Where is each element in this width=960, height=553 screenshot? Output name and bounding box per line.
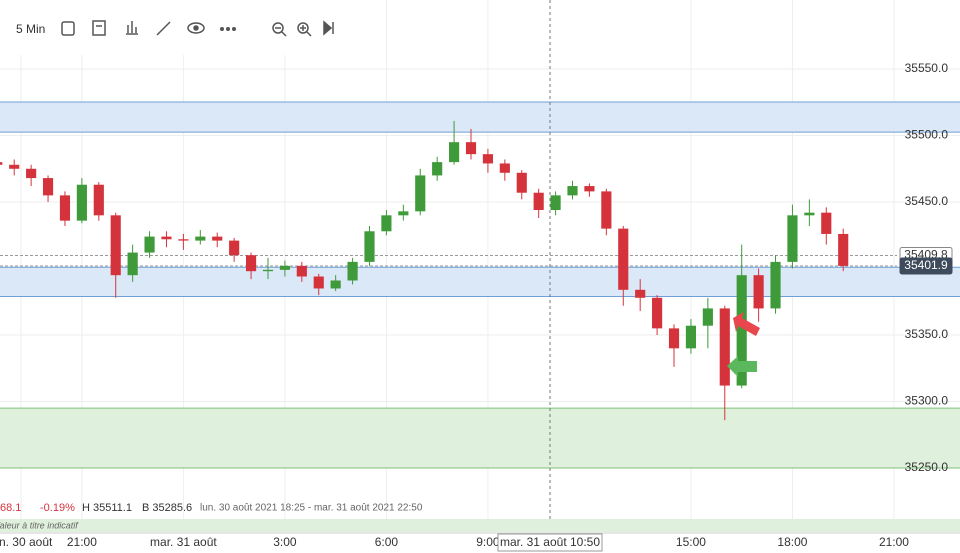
red-arrow [733,312,760,336]
candle-body [398,211,409,216]
candle-body [245,255,257,272]
candle-body [770,261,781,309]
crosshair-box [497,533,603,552]
more-icon[interactable] [220,27,236,31]
change-pct: -0.19% [40,502,75,514]
candle-body [313,276,324,289]
y-tick-label: 35450.0 [905,194,949,208]
candle-body [229,240,240,256]
candle-body [516,172,527,193]
candle-body [42,178,54,196]
x-tick-label: mar. 31 août [150,535,217,549]
candle-body [381,215,392,232]
candle-body [821,212,832,234]
candle-body [533,192,544,211]
candle-body [262,269,274,272]
low: B 35285.6 [142,502,192,514]
disclaimer: Valeur à titre indicatif [0,520,79,530]
zone [0,267,960,297]
zone [0,102,960,133]
candle-body [652,297,663,329]
candle-body [499,163,510,173]
x-tick-label: lun. 30 août [0,535,53,549]
candle-body [465,142,477,155]
crosshair-label: mar. 31 août 10:50 [500,535,600,549]
candle-body [212,236,223,241]
candle-body [279,265,290,270]
candle-body [449,142,460,163]
candle-body [432,162,443,176]
change: 68.1 [0,502,21,514]
price-label: 35401.9 [904,258,948,272]
interval[interactable]: 5 Min [16,22,45,36]
candle-body [567,186,578,196]
green-arrow [727,356,757,377]
candle-body [838,233,849,266]
candle-body [753,275,764,309]
candle-body [9,164,20,169]
candle-body [110,215,121,276]
candle-body [550,195,561,211]
x-tick-label: 21:00 [67,535,97,549]
x-tick-label: 18:00 [777,535,807,549]
y-tick-label: 35350.0 [905,327,949,341]
candle-body [59,195,71,221]
candle-body [26,168,37,179]
candle-body [144,236,155,253]
candle-body [482,154,493,164]
x-tick-label: 9:00 [476,535,500,549]
candle-body [584,186,595,192]
y-tick-label: 35550.0 [905,61,949,75]
candle-body [330,280,341,289]
x-tick-label: 21:00 [879,535,909,549]
candle-body [635,289,646,298]
candle-body [415,175,426,212]
y-tick-label: 35500.0 [905,128,949,142]
candle-body [347,261,358,281]
candle-body [76,184,87,221]
date-range: lun. 30 août 2021 18:25 - mar. 31 août 2… [200,503,423,514]
candle-body [787,215,798,262]
disclaimer-bar [0,519,960,532]
x-tick-label: 3:00 [273,535,297,549]
candle-body [296,265,307,277]
y-tick-label: 35300.0 [905,394,949,408]
y-tick-label: 35250.0 [905,460,949,474]
candle-body [195,236,206,241]
candle-body [0,162,3,165]
candle-body [668,328,680,349]
x-axis: lun. 30 août 21:00 mar. 31 août 3:00 6:00 9:0… [0,535,909,549]
price-box [899,257,953,275]
candle-body [127,252,138,276]
plot: 35250.035300.035350.035400.035450.035500… [0,0,960,519]
candle-body [161,236,172,240]
candle-body [364,231,375,262]
toolbar-icons[interactable] [61,20,334,37]
x-tick-label: 15:00 [676,535,706,549]
x-tick-label: 6:00 [375,535,399,549]
candle-body [719,308,730,386]
candle-body [93,184,104,216]
candle-body [618,228,629,290]
zone [0,408,960,469]
candle-body [601,191,612,229]
candle-body [804,212,815,216]
candle-body [702,308,713,326]
high: H 35511.1 [82,502,132,514]
candle-body [685,325,697,349]
candle-body [178,239,189,241]
candle-body [736,275,747,386]
